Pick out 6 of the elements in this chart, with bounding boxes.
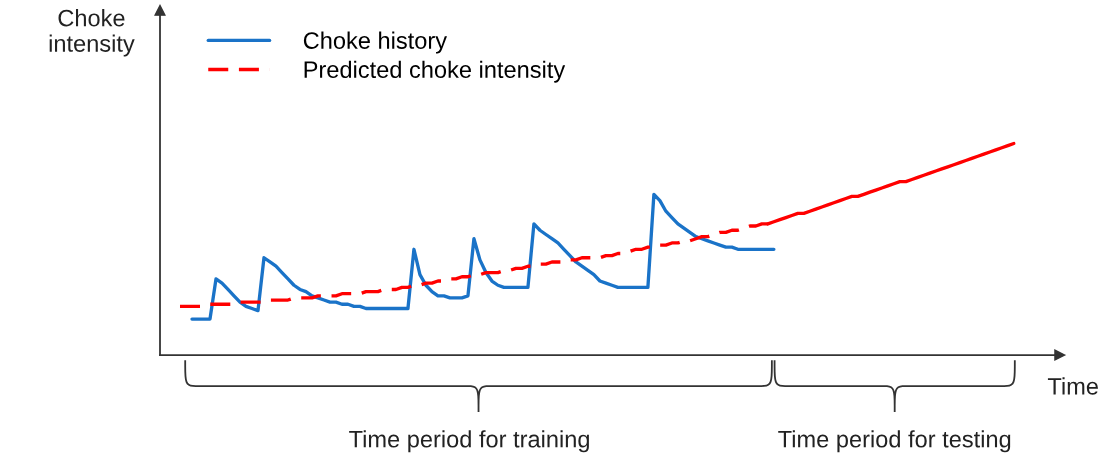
legend-label: Predicted choke intensity — [304, 60, 566, 83]
y-axis-title: Choke intensity — [49, 9, 135, 57]
x-axis-title: Time — [1047, 377, 1098, 395]
legend-label: Choke history — [303, 31, 447, 54]
text: Time period for training — [349, 430, 589, 453]
text: Time period for testing — [778, 430, 1011, 453]
